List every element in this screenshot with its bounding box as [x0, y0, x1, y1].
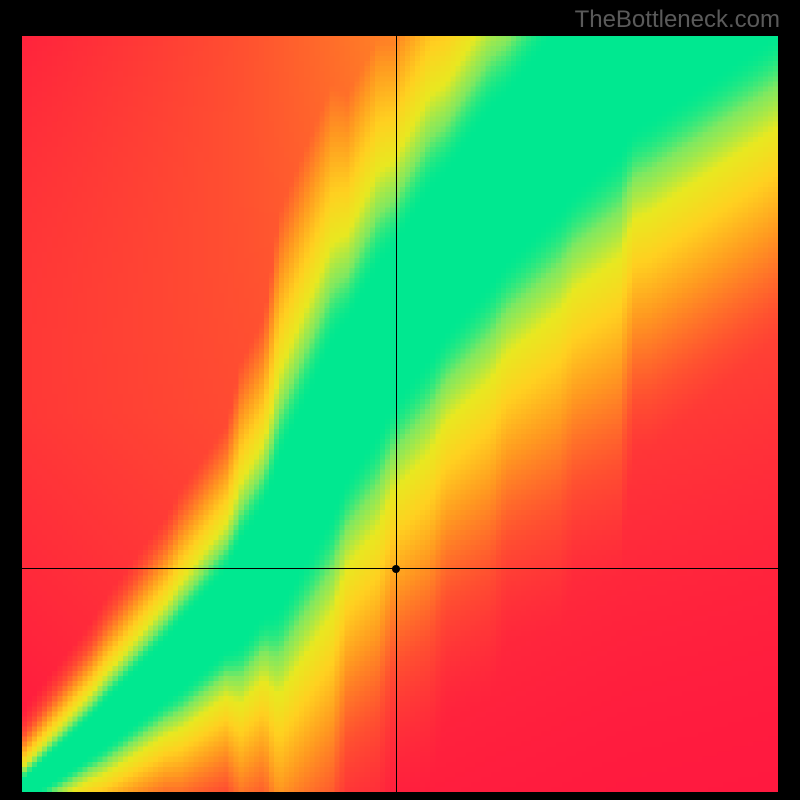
heatmap-canvas [22, 36, 778, 792]
chart-container: TheBottleneck.com [0, 0, 800, 800]
watermark-text: TheBottleneck.com [575, 6, 780, 34]
crosshair-vertical [396, 36, 397, 792]
